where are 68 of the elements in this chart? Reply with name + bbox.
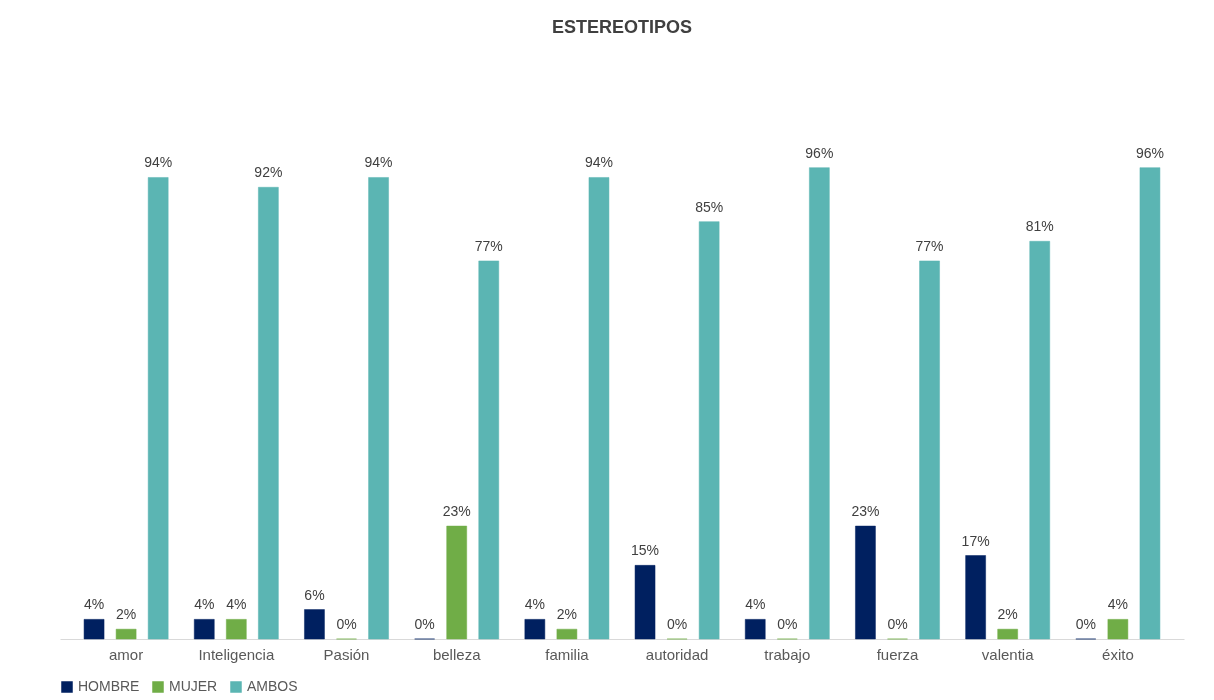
bar — [115, 628, 137, 640]
data-label: 0% — [1075, 616, 1096, 632]
data-label: 6% — [304, 586, 325, 603]
x-tick-label: belleza — [432, 645, 482, 663]
bar — [83, 619, 105, 640]
bar — [634, 565, 656, 640]
bar — [965, 555, 986, 640]
x-tick-label: fuerza — [876, 645, 919, 663]
data-label: 4% — [194, 596, 215, 613]
legend-label: AMBOS — [247, 678, 298, 694]
x-tick-label: amor — [109, 645, 144, 663]
bar — [226, 619, 247, 640]
data-label: 0% — [336, 616, 357, 632]
bar — [1139, 167, 1161, 640]
bar — [855, 525, 876, 640]
bar — [588, 177, 610, 640]
legend-label: HOMBRE — [78, 678, 140, 694]
data-label: 0% — [666, 616, 688, 632]
data-label: 92% — [254, 164, 283, 181]
data-label: 17% — [961, 532, 990, 549]
data-label: 4% — [745, 596, 766, 613]
data-label: 94% — [364, 154, 393, 171]
data-label: 23% — [851, 503, 880, 520]
bar — [258, 187, 279, 640]
bar — [304, 609, 325, 640]
data-label: 15% — [631, 542, 660, 559]
bar — [698, 221, 720, 640]
bar — [809, 167, 830, 640]
data-label: 0% — [777, 616, 798, 632]
bar — [997, 628, 1018, 640]
data-label: 77% — [474, 237, 503, 254]
bar — [446, 525, 467, 640]
x-tick-label: Inteligencia — [198, 645, 275, 663]
data-label: 77% — [915, 237, 944, 254]
bar — [524, 619, 546, 640]
data-label: 94% — [584, 154, 613, 171]
x-tick-label: valentia — [981, 645, 1035, 663]
bar — [194, 619, 215, 640]
data-label: 4% — [1107, 596, 1128, 613]
data-label: 4% — [524, 596, 545, 613]
bar — [1029, 241, 1050, 640]
bar — [147, 177, 169, 640]
data-label: 2% — [997, 606, 1018, 623]
data-label: 2% — [116, 606, 137, 623]
data-label: 85% — [695, 198, 724, 215]
data-label: 4% — [83, 596, 105, 613]
x-tick-label: familia — [545, 645, 590, 663]
bar — [919, 260, 940, 640]
data-label: 4% — [226, 596, 247, 613]
bar — [368, 177, 389, 640]
data-label: 0% — [414, 616, 435, 632]
chart-title: ESTEREOTIPOS — [551, 16, 693, 37]
x-tick-label: autoridad — [645, 645, 709, 663]
x-tick-label: éxito — [1102, 645, 1134, 663]
x-tick-label: Pasión — [323, 645, 370, 663]
bar — [478, 260, 500, 640]
data-label: 96% — [805, 144, 834, 161]
bar — [744, 619, 766, 640]
bar — [1107, 619, 1129, 640]
data-label: 0% — [887, 616, 908, 632]
data-label: 2% — [556, 606, 578, 623]
data-label: 23% — [442, 503, 471, 520]
data-label: 96% — [1135, 144, 1164, 161]
legend-label: MUJER — [169, 678, 218, 694]
data-label: 94% — [144, 154, 173, 171]
data-label: 81% — [1025, 218, 1054, 235]
bar — [556, 628, 578, 640]
x-tick-label: trabajo — [764, 645, 811, 663]
